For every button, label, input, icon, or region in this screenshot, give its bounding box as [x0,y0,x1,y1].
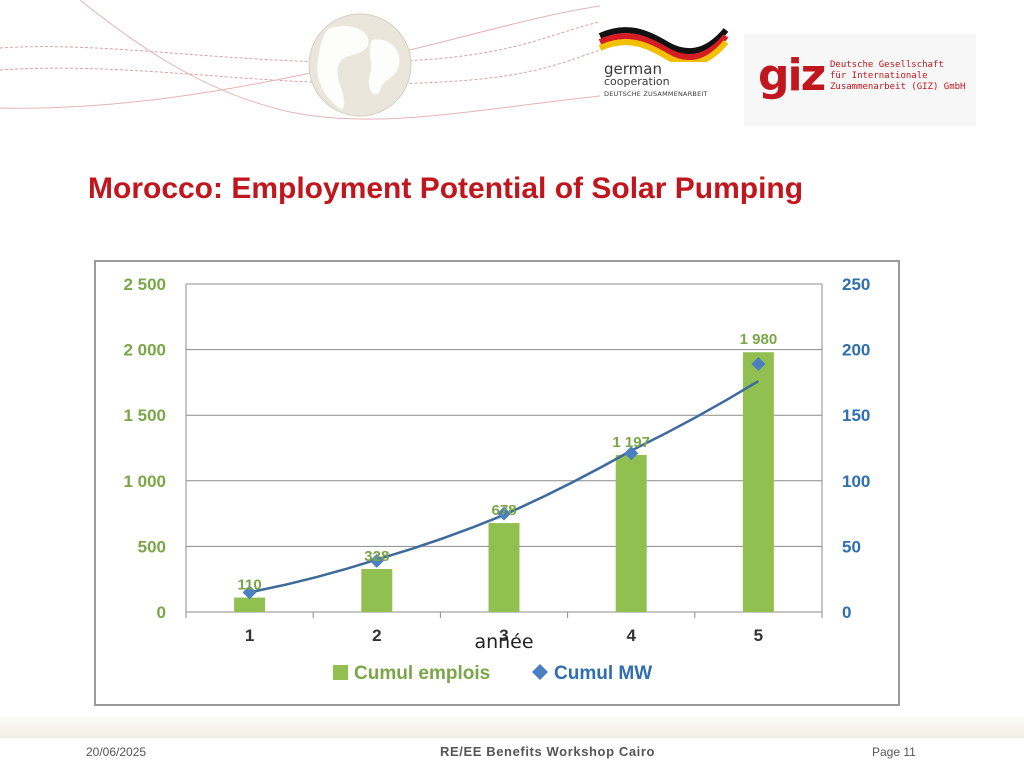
footer-band [0,716,1024,738]
left-axis-tick-label: 2 000 [123,341,166,360]
employment-chart: 0 500 1 000 1 500 2 000 2 500 0 50 100 150 200 250 1… [123,275,870,684]
left-axis-tick-label: 500 [138,537,166,556]
bar [615,454,647,612]
giz-full-name: Deutsche Gesellschaft für Internationale… [830,60,965,93]
mw-diamond-marker [624,446,639,461]
decorative-curve [79,0,600,120]
bar-data-label: 678 [491,502,516,519]
mw-diamond-marker [751,357,766,372]
decorative-curve [0,5,600,109]
mw-diamond-marker [497,506,511,521]
giz-logo: giz Deutsche Gesellschaft für Internatio… [744,34,976,126]
bar-data-label: 1 980 [740,331,778,348]
legend-swatch-diamond [532,664,548,680]
bar [234,597,266,612]
globe-icon [308,13,412,117]
left-axis-tick-label: 1 500 [123,406,166,425]
right-axis-tick-label: 50 [842,537,861,556]
footer-event-title: RE/EE Benefits Workshop Cairo [440,744,656,759]
giz-name-line: Zusammenarbeit (GIZ) GmbH [830,82,966,92]
bar [488,523,520,612]
german-cooperation-line2: cooperation [604,75,670,88]
right-axis-tick-label: 100 [842,472,870,491]
footer-page-number: Page 11 [872,745,916,759]
german-cooperation-line3: DEUTSCHE ZUSAMMENARBEIT [604,90,708,98]
mw-diamond-marker [242,585,257,600]
right-axis-tick-label: 250 [842,275,870,294]
footer-date: 20/06/2025 [86,745,147,759]
left-axis-tick-label: 2 500 [123,275,166,294]
giz-name-line: für Internationale [830,71,928,81]
bar [742,352,774,612]
x-axis-tick-label: 3 [499,626,508,645]
bar [361,568,393,612]
german-cooperation-line1: german [604,60,662,78]
giz-mark: giz [758,50,826,101]
decorative-curve [0,49,600,85]
german-cooperation-logo: german cooperation DEUTSCHE ZUSAMMENARBE… [596,22,731,102]
legend-swatch-bar [333,665,348,680]
right-axis-tick-label: 150 [842,406,870,425]
slide-title: Morocco: Employment Potential of Solar P… [88,172,804,205]
decorative-background [0,0,600,120]
x-axis-tick-label: 1 [245,626,254,645]
x-axis-tick-label: 2 [372,626,381,645]
legend-label-bar: Cumul emplois [354,663,490,684]
mw-diamond-marker [369,553,384,568]
left-axis-tick-label: 1 000 [123,472,166,491]
right-axis-tick-label: 0 [842,603,851,622]
right-axis-tick-label: 200 [842,341,870,360]
bar-data-label: 328 [364,548,389,565]
bar-data-label: 1 197 [612,434,650,451]
left-axis-tick-label: 0 [157,603,166,622]
german-flag-wave-icon [598,27,729,67]
x-axis-title: année [474,631,533,653]
chart-frame: 0 500 1 000 1 500 2 000 2 500 0 50 100 150 200 250 1… [94,260,900,706]
x-axis-tick-label: 5 [754,626,763,645]
giz-name-line: Deutsche Gesellschaft [830,60,944,70]
bar-data-label: 110 [237,577,261,594]
legend-label-mw: Cumul MW [554,663,652,684]
x-axis-tick-label: 4 [626,626,636,645]
decorative-curve [0,21,600,63]
